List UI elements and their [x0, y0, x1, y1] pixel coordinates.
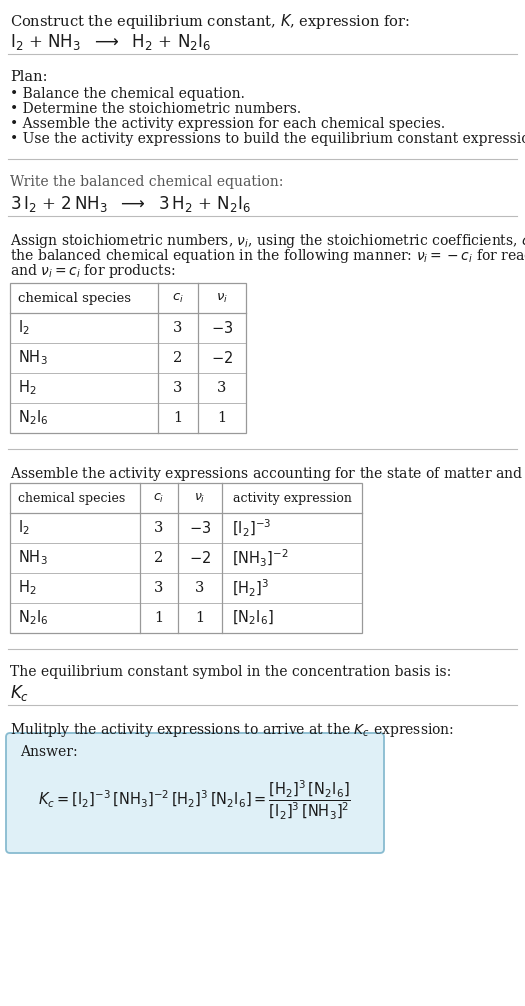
Text: Answer:: Answer:: [20, 745, 78, 759]
Text: 3: 3: [173, 381, 183, 395]
Text: $\mathrm{H_2}$: $\mathrm{H_2}$: [18, 578, 37, 598]
Text: $c_i$: $c_i$: [153, 492, 165, 505]
Text: Assign stoichiometric numbers, $\nu_i$, using the stoichiometric coefficients, $: Assign stoichiometric numbers, $\nu_i$, …: [10, 232, 525, 250]
Text: 1: 1: [195, 611, 205, 625]
Text: $-3$: $-3$: [211, 320, 233, 336]
Text: $[\mathrm{NH_3}]^{-2}$: $[\mathrm{NH_3}]^{-2}$: [232, 547, 289, 568]
Text: $\mathrm{I_2}$: $\mathrm{I_2}$: [18, 319, 30, 337]
Text: $[\mathrm{I_2}]^{-3}$: $[\mathrm{I_2}]^{-3}$: [232, 517, 271, 538]
Text: Construct the equilibrium constant, $K$, expression for:: Construct the equilibrium constant, $K$,…: [10, 12, 410, 31]
Bar: [10, 483, 362, 633]
Text: $\mathrm{N_2I_6}$: $\mathrm{N_2I_6}$: [18, 408, 48, 428]
Text: $\nu_i$: $\nu_i$: [216, 292, 228, 305]
Text: Assemble the activity expressions accounting for the state of matter and $\nu_i$: Assemble the activity expressions accoun…: [10, 465, 525, 483]
Text: $[\mathrm{N_2I_6}]$: $[\mathrm{N_2I_6}]$: [232, 609, 274, 627]
Text: Mulitply the activity expressions to arrive at the $K_c$ expression:: Mulitply the activity expressions to arr…: [10, 721, 454, 739]
Text: $\mathrm{N_2I_6}$: $\mathrm{N_2I_6}$: [18, 609, 48, 628]
Text: The equilibrium constant symbol in the concentration basis is:: The equilibrium constant symbol in the c…: [10, 665, 452, 679]
Text: activity expression: activity expression: [233, 492, 351, 504]
Text: 3: 3: [173, 321, 183, 335]
Text: 2: 2: [173, 351, 183, 365]
Text: • Use the activity expressions to build the equilibrium constant expression.: • Use the activity expressions to build …: [10, 132, 525, 146]
Text: • Balance the chemical equation.: • Balance the chemical equation.: [10, 87, 245, 101]
Text: • Determine the stoichiometric numbers.: • Determine the stoichiometric numbers.: [10, 102, 301, 116]
Text: and $\nu_i = c_i$ for products:: and $\nu_i = c_i$ for products:: [10, 262, 175, 280]
Text: $K_c$: $K_c$: [10, 683, 29, 703]
Text: 3: 3: [154, 521, 164, 535]
Text: 1: 1: [173, 411, 183, 425]
Text: chemical species: chemical species: [18, 292, 131, 305]
Text: Plan:: Plan:: [10, 70, 47, 83]
Text: chemical species: chemical species: [18, 492, 125, 504]
Text: 3: 3: [154, 581, 164, 595]
FancyBboxPatch shape: [6, 733, 384, 853]
Text: Write the balanced chemical equation:: Write the balanced chemical equation:: [10, 175, 284, 189]
Text: $\mathrm{I_2}$: $\mathrm{I_2}$: [18, 519, 30, 537]
Text: 1: 1: [154, 611, 164, 625]
Text: 1: 1: [217, 411, 227, 425]
Text: $\mathrm{NH_3}$: $\mathrm{NH_3}$: [18, 548, 48, 567]
Text: $-2$: $-2$: [189, 550, 211, 566]
Text: $-2$: $-2$: [211, 350, 233, 366]
Text: the balanced chemical equation in the following manner: $\nu_i = -c_i$ for react: the balanced chemical equation in the fo…: [10, 247, 525, 265]
Text: $[\mathrm{H_2}]^3$: $[\mathrm{H_2}]^3$: [232, 577, 269, 599]
Text: $3\,\mathrm{I_2}$ + $2\,\mathrm{NH_3}$  $\longrightarrow$  $3\,\mathrm{H_2}$ + $: $3\,\mathrm{I_2}$ + $2\,\mathrm{NH_3}$ $…: [10, 194, 251, 214]
Text: $\mathrm{I_2}$ + $\mathrm{NH_3}$  $\longrightarrow$  $\mathrm{H_2}$ + $\mathrm{N: $\mathrm{I_2}$ + $\mathrm{NH_3}$ $\longr…: [10, 32, 211, 52]
Text: $-3$: $-3$: [189, 520, 211, 536]
Text: 2: 2: [154, 551, 164, 565]
Text: $\nu_i$: $\nu_i$: [194, 492, 206, 505]
Text: $\mathrm{H_2}$: $\mathrm{H_2}$: [18, 378, 37, 397]
Text: $K_c = [\mathrm{I_2}]^{-3}\,[\mathrm{NH_3}]^{-2}\,[\mathrm{H_2}]^{3}\,[\mathrm{N: $K_c = [\mathrm{I_2}]^{-3}\,[\mathrm{NH_…: [38, 779, 351, 822]
Text: $\mathrm{NH_3}$: $\mathrm{NH_3}$: [18, 349, 48, 367]
Text: 3: 3: [195, 581, 205, 595]
Bar: [10, 283, 246, 433]
Text: 3: 3: [217, 381, 227, 395]
Text: • Assemble the activity expression for each chemical species.: • Assemble the activity expression for e…: [10, 117, 445, 131]
Text: $c_i$: $c_i$: [172, 292, 184, 305]
